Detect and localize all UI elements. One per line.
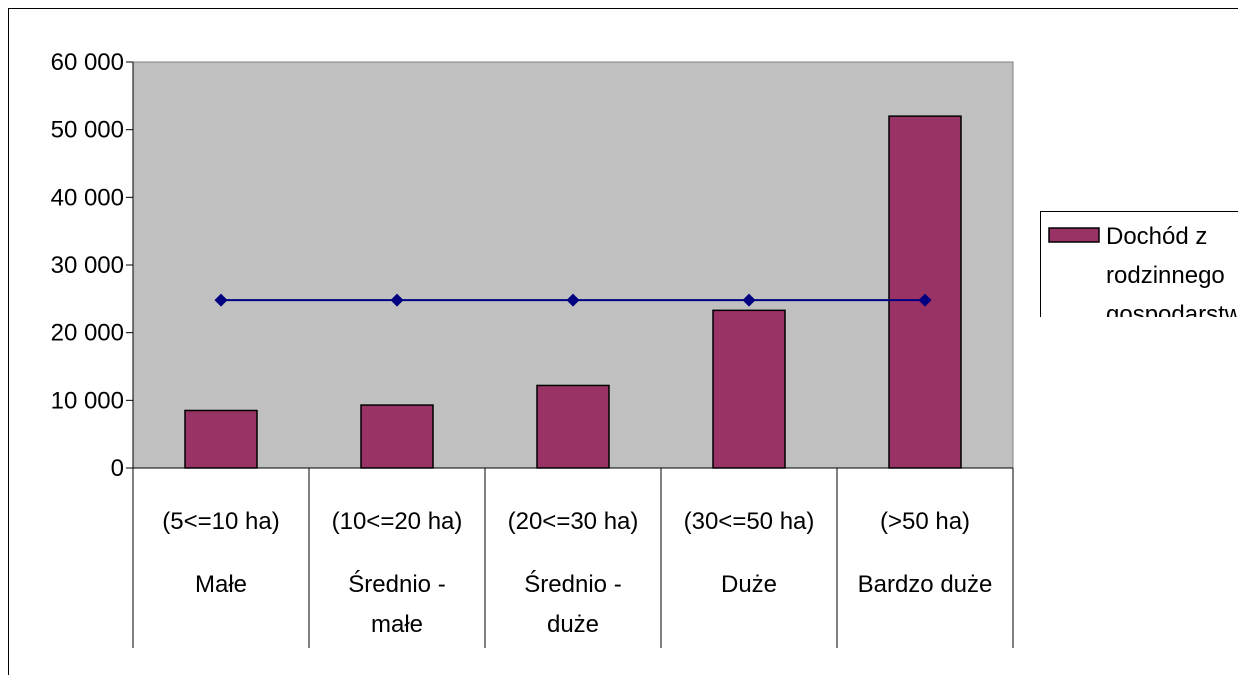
bar (185, 410, 257, 468)
legend: Dochód z rodzinnego gospodarstwa (1041, 212, 1238, 332)
bar (537, 385, 609, 468)
category-range-label: (20<=30 ha) (508, 508, 639, 535)
bar (713, 310, 785, 468)
category-label: duże (547, 611, 599, 638)
category-label: małe (371, 611, 423, 638)
y-tick-label: 0 (111, 455, 124, 482)
legend-swatch (1049, 228, 1099, 242)
category-label: Średnio - (524, 570, 621, 598)
category-label: Duże (721, 571, 777, 598)
category-label: Średnio - (348, 570, 445, 598)
legend-label-line-2: rodzinnego (1106, 262, 1225, 289)
category-label: Małe (195, 571, 247, 598)
category-range-label: (5<=10 ha) (162, 508, 279, 535)
bar (361, 405, 433, 468)
category-range-label: (>50 ha) (880, 508, 970, 535)
bar (889, 116, 961, 468)
y-tick-label: 50 000 (51, 117, 124, 144)
y-tick-label: 30 000 (51, 252, 124, 279)
y-tick-label: 40 000 (51, 184, 124, 211)
legend-label-line-1: Dochód z (1106, 223, 1207, 250)
category-range-label: (10<=20 ha) (332, 508, 463, 535)
y-tick-label: 10 000 (51, 387, 124, 414)
y-tick-label: 60 000 (51, 49, 124, 76)
category-range-label: (30<=50 ha) (684, 508, 815, 535)
category-label: Bardzo duże (858, 571, 993, 598)
y-tick-label: 20 000 (51, 320, 124, 347)
